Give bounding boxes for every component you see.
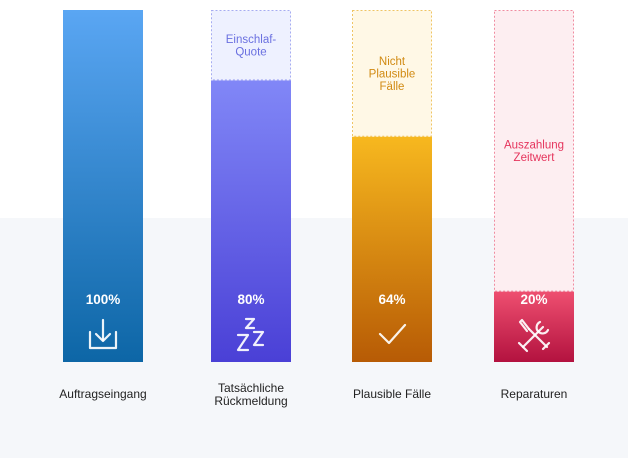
category-label: Auftragseingang	[59, 387, 146, 401]
data-label: 80%	[237, 292, 264, 307]
data-label: 20%	[520, 292, 547, 307]
category-label: Tatsächliche	[218, 381, 284, 395]
data-label: 64%	[378, 292, 405, 307]
category-label: Plausible Fälle	[353, 387, 431, 401]
data-label: 100%	[86, 292, 121, 307]
loss-label: Einschlaf-	[226, 34, 277, 46]
checkmark-icon	[378, 323, 407, 345]
loss-label: Fälle	[380, 81, 405, 93]
bar	[211, 80, 291, 363]
loss-label: Nicht	[379, 56, 406, 68]
wrench-screwdriver-icon	[517, 318, 551, 353]
loss-label: Zeitwert	[514, 152, 556, 164]
bar	[63, 10, 143, 362]
category-label: Rückmeldung	[214, 394, 287, 408]
loss-label: Auszahlung	[504, 140, 564, 152]
sleep-zzz-icon	[236, 317, 265, 352]
loss-box	[494, 10, 574, 292]
loss-box	[352, 10, 432, 137]
bar	[352, 136, 432, 362]
loss-label: Quote	[235, 46, 266, 58]
loss-label: Plausible	[369, 68, 416, 80]
download-icon	[88, 318, 118, 350]
bar	[494, 291, 574, 362]
loss-box	[211, 10, 291, 81]
category-label: Reparaturen	[501, 387, 568, 401]
